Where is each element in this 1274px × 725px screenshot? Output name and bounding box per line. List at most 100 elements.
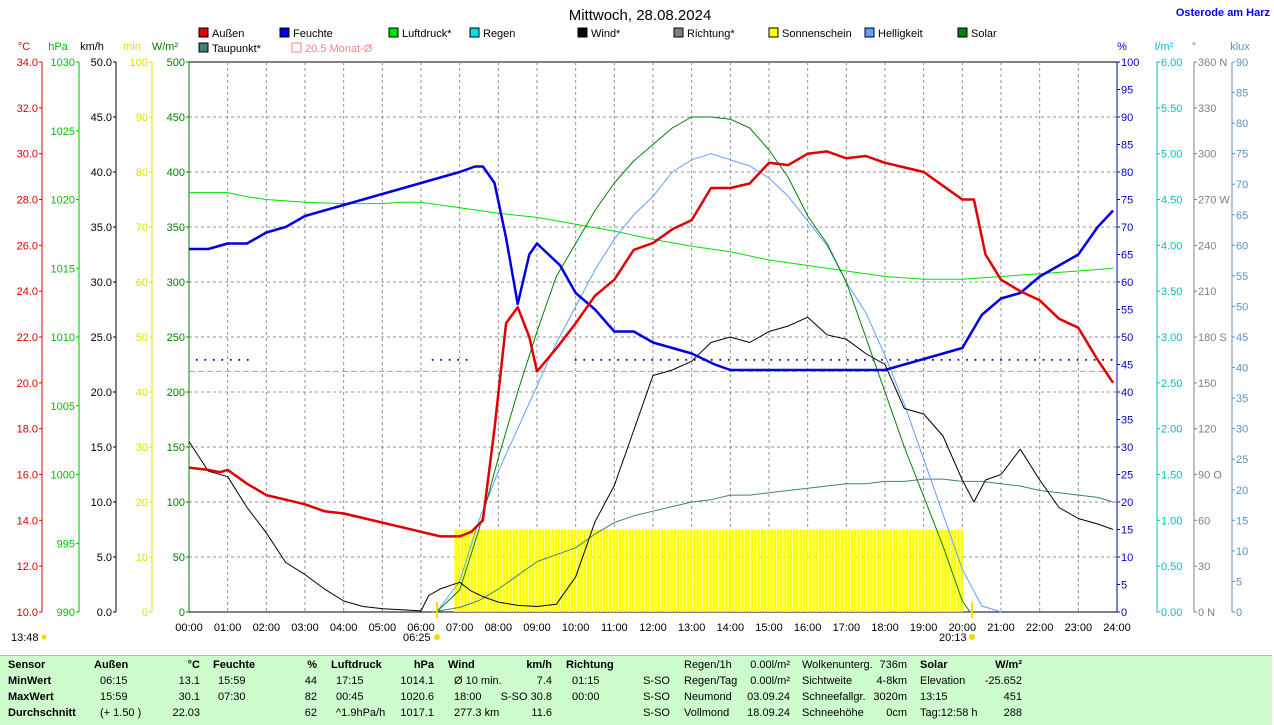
sunshine-bar [593, 529, 596, 612]
footer-cloud-label: Sichtweite [802, 675, 853, 687]
wind-tick-label: 20.0 [91, 387, 112, 399]
humidity-tick-label: 25 [1121, 470, 1133, 482]
statistics-footer: Sensor Außen °C Feuchte% Luftdruck hPa Wind km/… [0, 655, 1272, 725]
direction-dot [719, 358, 722, 361]
sunshine-bar [599, 529, 603, 612]
sunshine-bar [931, 529, 934, 612]
sunshine-bar [631, 529, 635, 612]
direction-dot [744, 358, 747, 361]
sunshine-bar [825, 529, 828, 612]
direction-dot [957, 358, 960, 361]
legend-label: Sonnenschein [782, 28, 852, 40]
sunshine-bar [957, 529, 960, 612]
temp-tick-label: 24.0 [17, 286, 38, 298]
sunshine-bar [560, 529, 564, 612]
footer-header: Außen [94, 659, 129, 671]
sunmin-tick-label: 20 [136, 497, 148, 509]
legend-label: Feuchte [293, 28, 333, 40]
series-auen-line [188, 150, 1115, 538]
footer-temp-value: 22.03 [172, 707, 200, 719]
footer-temp-time: (+ 1.50 ) [100, 707, 142, 719]
sunshine-bar [947, 529, 951, 612]
sunshine-bar [663, 529, 667, 612]
rain-tick-label: 1.00 [1161, 515, 1182, 527]
sunshine-bar [718, 529, 722, 612]
solar-tick-label: 350 [167, 222, 185, 234]
time-tick-label: 13:00 [678, 622, 706, 634]
direction-dot [838, 358, 841, 361]
direction-dot [982, 358, 985, 361]
sunshine-bar [506, 529, 509, 612]
series-helligkeit-line [436, 153, 1002, 613]
sunshine-bar [783, 529, 786, 612]
humidity-tick-label: 60 [1121, 277, 1133, 289]
wind-tick-label: 50.0 [91, 57, 112, 69]
sunshine-bar [928, 529, 931, 612]
sunshine-bar [615, 529, 619, 612]
pressure-tick-label: 1025 [51, 126, 75, 138]
direction-dot [238, 358, 241, 361]
sunshine-bar [657, 529, 661, 612]
series-taupunkt-line [432, 478, 1114, 613]
humidity-tick-label: 85 [1121, 140, 1133, 152]
direction-dot [829, 358, 832, 361]
direction-dot [787, 358, 790, 361]
sunshine-bar [654, 529, 657, 612]
direction-dot [770, 358, 773, 361]
rain-tick-label: 3.50 [1161, 286, 1182, 298]
sunshine-bar [857, 529, 860, 612]
sunmin-tick-label: 50 [136, 332, 148, 344]
lux-tick-label: 40 [1236, 363, 1248, 375]
sunshine-bar [831, 529, 835, 612]
footer-humidity-value: 44 [304, 675, 317, 687]
sunshine-bar [776, 529, 780, 612]
lux-tick-label: 90 [1236, 57, 1248, 69]
legend-swatch [577, 27, 588, 38]
sunshine-bar [467, 529, 470, 612]
direction-dot [761, 358, 764, 361]
direction-dot [204, 358, 207, 361]
footer-wind-label: Ø 10 min. [454, 675, 502, 687]
wind-axis-unit: km/h [80, 41, 104, 53]
footer-cloud-value: 3020m [873, 691, 907, 703]
direction-dot [440, 358, 443, 361]
direction-tick-label: 30 [1198, 561, 1210, 573]
sunshine-bar [589, 529, 593, 612]
sunshine-bar [705, 529, 709, 612]
sunshine-bar [860, 529, 864, 612]
direction-dot [778, 358, 781, 361]
footer-row-label: MaxWert [8, 691, 54, 703]
sunshine-bar [799, 529, 802, 612]
sunshine-bar [899, 529, 902, 612]
sunshine-bar [754, 529, 757, 612]
sunshine-bar [854, 529, 857, 612]
direction-dot [651, 358, 654, 361]
sunshine-bar [493, 529, 496, 612]
sunshine-bar [676, 529, 680, 612]
temp-tick-label: 10.0 [17, 607, 38, 619]
sunshine-bar [670, 529, 673, 612]
solar-tick-label: 500 [167, 57, 185, 69]
direction-dot [804, 358, 807, 361]
direction-dot [1000, 358, 1002, 361]
rain-tick-label: 6.00 [1161, 57, 1182, 69]
direction-dot [974, 358, 977, 361]
footer-direction-value: S-SO [643, 707, 670, 719]
direction-dot [931, 358, 934, 361]
footer-humidity-time: 07:30 [218, 691, 246, 703]
footer-cloud-value: 736m [879, 659, 907, 671]
temp-axis-unit: °C [18, 41, 30, 53]
sunshine-bar [667, 529, 670, 612]
sunshine-bar [821, 529, 825, 612]
footer-pressure-time: ^1.9hPa/h [336, 707, 386, 719]
wind-tick-label: 30.0 [91, 277, 112, 289]
sunshine-bar [596, 529, 599, 612]
direction-tick-label: 60 [1198, 515, 1210, 527]
legend-swatch [864, 27, 875, 38]
humidity-tick-label: 10 [1121, 552, 1133, 564]
lux-tick-label: 65 [1236, 210, 1248, 222]
sunshine-bar [760, 529, 764, 612]
footer-solar-unit: W/m² [995, 659, 1022, 671]
direction-dot [965, 358, 968, 361]
sunshine-bar [921, 529, 925, 612]
